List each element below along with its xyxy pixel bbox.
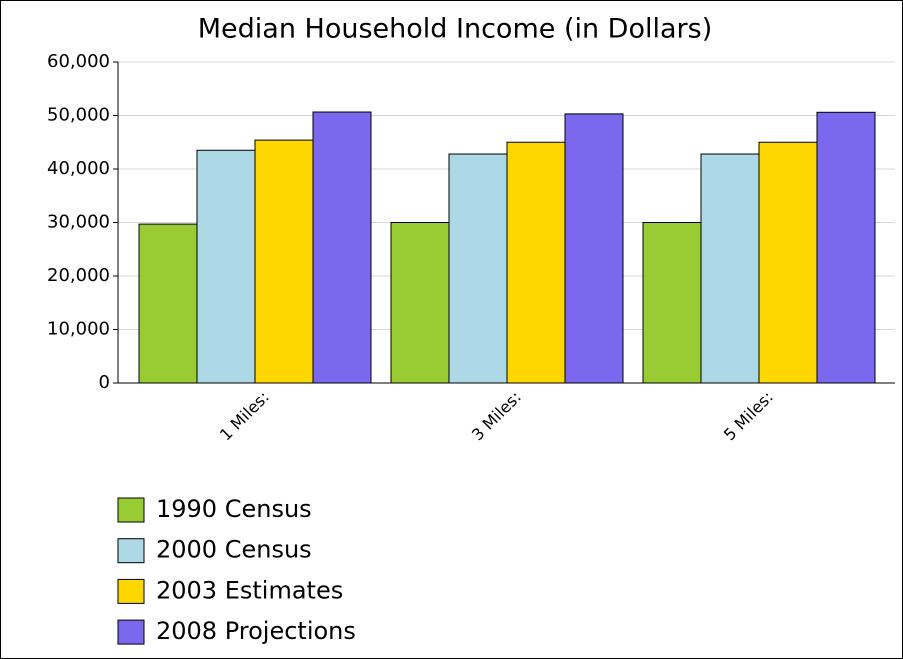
y-tick-label: 60,000: [47, 51, 110, 72]
bar: [758, 141, 818, 384]
y-tick-label: 20,000: [47, 265, 110, 286]
legend-swatch: [117, 578, 145, 604]
bar: [254, 139, 314, 384]
y-tick-label: 40,000: [47, 158, 110, 179]
bar: [448, 153, 508, 384]
bar: [642, 222, 702, 384]
y-tick-label: 0: [99, 372, 110, 393]
bar: [700, 153, 760, 384]
legend-label: 2000 Census: [156, 536, 312, 564]
bar: [506, 141, 566, 384]
bar: [196, 149, 256, 384]
bar: [138, 223, 198, 384]
chart-title: Median Household Income (in Dollars): [198, 14, 712, 45]
legend-label: 2003 Estimates: [156, 576, 343, 604]
bar: [390, 222, 450, 384]
legend-swatch: [117, 538, 145, 564]
legend-label: 1990 Census: [156, 495, 312, 523]
legend-label: 2008 Projections: [156, 617, 356, 645]
bar: [564, 113, 624, 384]
y-tick-label: 30,000: [47, 212, 110, 233]
y-tick-label: 50,000: [47, 105, 110, 126]
y-tick-label: 10,000: [47, 319, 110, 340]
bar: [816, 111, 876, 384]
bar: [312, 111, 372, 384]
legend-swatch: [117, 497, 145, 523]
legend-swatch: [117, 619, 145, 645]
